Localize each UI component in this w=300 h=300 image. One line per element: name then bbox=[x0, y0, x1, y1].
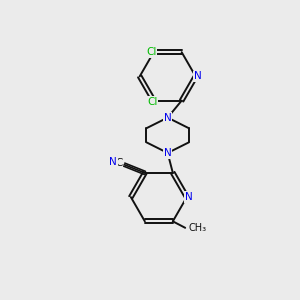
Text: N: N bbox=[185, 192, 193, 202]
Text: N: N bbox=[164, 112, 172, 123]
Text: N: N bbox=[109, 157, 117, 167]
Text: N: N bbox=[164, 148, 172, 158]
Text: N: N bbox=[194, 71, 202, 81]
Text: CH₃: CH₃ bbox=[188, 223, 206, 233]
Text: Cl: Cl bbox=[147, 97, 158, 107]
Text: C: C bbox=[115, 158, 123, 169]
Text: Cl: Cl bbox=[146, 47, 157, 57]
